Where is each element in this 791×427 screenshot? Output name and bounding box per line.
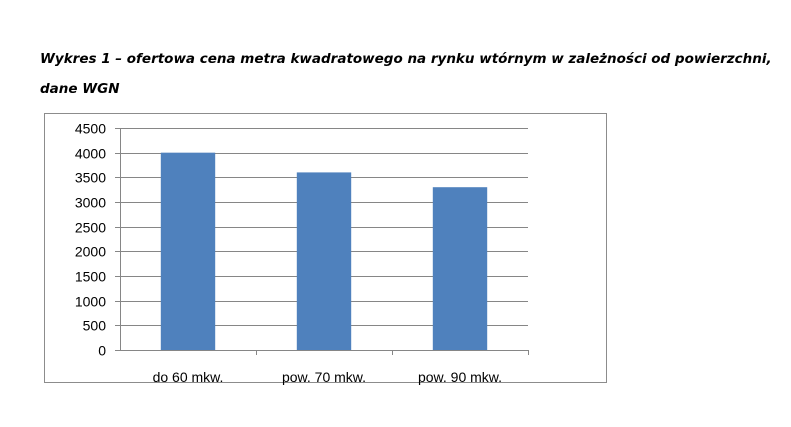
y-tick-label: 4000 xyxy=(75,146,106,162)
caption-line-2: dane WGN xyxy=(40,81,120,97)
y-tick-label: 2500 xyxy=(75,220,106,236)
caption-line-1: Wykres 1 – ofertowa cena metra kwadratow… xyxy=(40,51,772,67)
y-tick-label: 3500 xyxy=(75,170,106,186)
chart-caption: Wykres 1 – ofertowa cena metra kwadratow… xyxy=(40,44,780,104)
y-tick-label: 1000 xyxy=(75,294,106,310)
x-category-label: pow. 70 mkw. xyxy=(282,369,366,385)
bar xyxy=(160,152,216,350)
y-tick-label: 2000 xyxy=(75,244,106,260)
x-category-label: do 60 mkw. xyxy=(153,369,224,385)
y-tick-label: 500 xyxy=(83,318,107,334)
bar xyxy=(432,187,488,350)
x-category-label: pow. 90 mkw. xyxy=(418,369,502,385)
y-tick-label: 4500 xyxy=(75,121,106,137)
y-tick-label: 0 xyxy=(98,343,106,359)
bar xyxy=(296,172,352,350)
y-tick-label: 1500 xyxy=(75,269,106,285)
y-tick-label: 3000 xyxy=(75,195,106,211)
